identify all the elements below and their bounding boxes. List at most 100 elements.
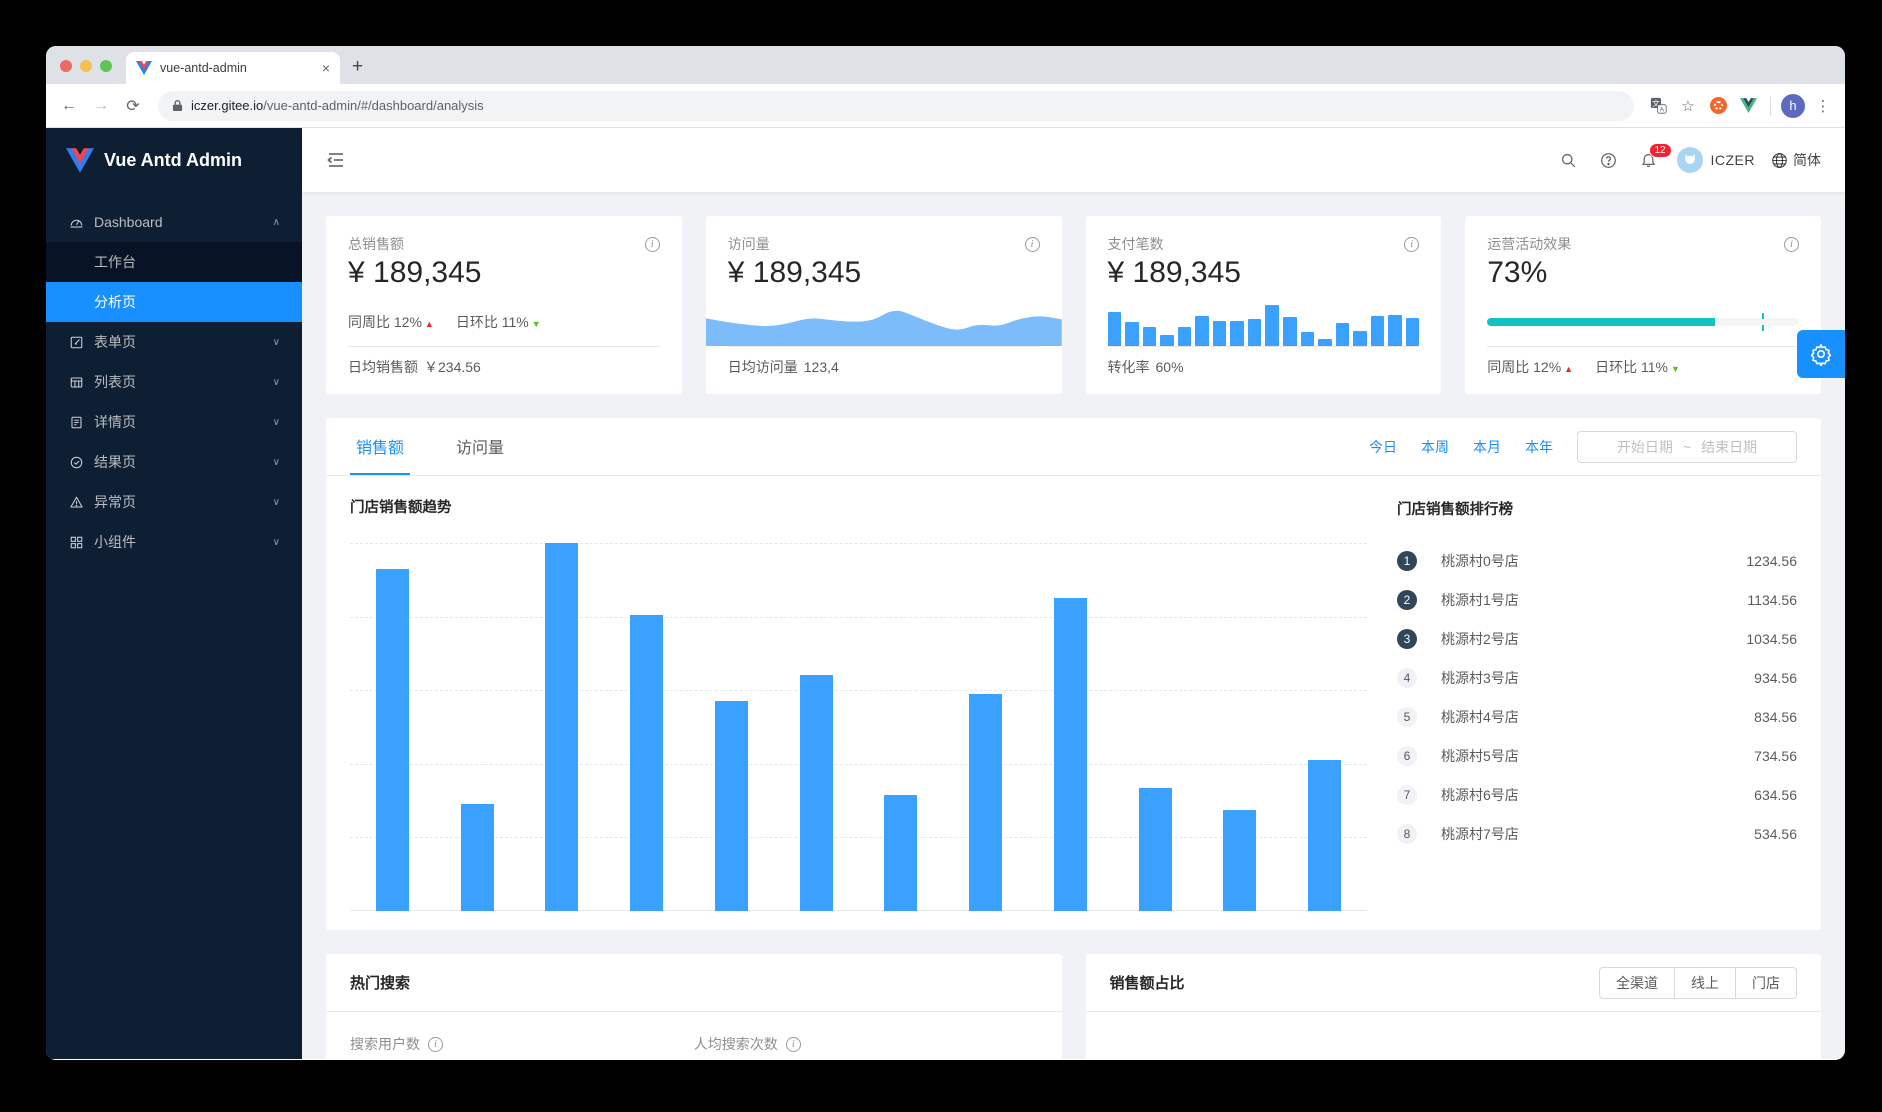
bar [714,701,748,911]
sidebar-item-表单页[interactable]: 表单页 ∨ [46,322,302,362]
url-bar[interactable]: iczer.gitee.io/vue-antd-admin/#/dashboar… [158,90,1634,121]
header-search-icon[interactable] [1549,140,1589,180]
table-icon [68,374,84,390]
store-sales-value: 934.56 [1754,669,1797,686]
info-icon[interactable]: i [1404,236,1420,252]
rank-badge: 6 [1397,745,1417,766]
info-icon[interactable]: i [644,236,660,252]
app-logo[interactable]: Vue Antd Admin [46,128,302,192]
bar [375,568,409,911]
channel-button-门店[interactable]: 门店 [1736,966,1797,999]
bookmark-star-icon[interactable]: ☆ [1681,97,1695,115]
info-icon[interactable]: i [785,1036,801,1052]
store-name: 桃源村0号店 [1441,552,1519,569]
bar [545,543,579,911]
chevron-down-icon: ∨ [272,536,280,548]
browser-tab[interactable]: vue-antd-admin × [126,52,340,84]
url-domain: iczer.gitee.io [191,97,264,113]
sidebar-item-详情页[interactable]: 详情页 ∨ [46,402,302,442]
range-link-今日[interactable]: 今日 [1369,438,1397,455]
channel-button-线上[interactable]: 线上 [1675,966,1736,999]
trend-down-icon: ▼ [531,319,541,329]
stat-footer: 转化率 60% [1107,359,1184,375]
header-bell-icon[interactable]: 12 [1629,140,1672,180]
theme-settings-button[interactable] [1797,330,1845,378]
gear-icon [1810,344,1832,366]
browser-menu-icon[interactable]: ⋮ [1815,97,1831,115]
app-header: 12 ICZER 简体 [302,128,1845,192]
sidebar-item-异常页[interactable]: 异常页 ∨ [46,482,302,522]
mini-bar [1195,316,1209,346]
sidebar-item-Dashboard[interactable]: Dashboard ∧ [46,202,302,242]
mini-bar [1230,320,1244,346]
sales-proportion-title: 销售额占比 [1109,975,1185,992]
range-link-本年[interactable]: 本年 [1525,438,1553,455]
info-icon[interactable]: i [428,1036,443,1052]
metric-search-per-user: 人均搜索次数 i 2.7 71.2▼ [694,1034,1038,1059]
channel-button-全渠道[interactable]: 全渠道 [1599,966,1675,999]
tab-访问量[interactable]: 访问量 [456,439,505,457]
store-name: 桃源村4号店 [1441,708,1519,725]
sidebar-item-label: 详情页 [94,414,136,430]
bar [460,804,494,911]
mini-bar [1125,322,1139,346]
extension-vue-devtools-icon[interactable] [1736,94,1760,118]
date-range-picker[interactable]: 开始日期 ~ 结束日期 [1577,430,1797,463]
sidebar-item-小组件[interactable]: 小组件 ∨ [46,522,302,562]
username: ICZER [1710,152,1755,168]
stat-value: ¥ 189,345 [1107,256,1241,289]
ranking-row: 6 桃源村5号店 734.56 [1397,736,1797,775]
rank-badge: 8 [1397,823,1417,844]
browser-profile-avatar[interactable]: h [1781,93,1805,118]
store-name: 桃源村3号店 [1441,669,1519,686]
menu-fold-icon[interactable] [326,150,346,170]
zoom-window-button[interactable] [100,60,112,72]
language-switcher[interactable]: 简体 [1771,150,1821,170]
channel-button-group: 全渠道 线上 门店 [1599,966,1797,999]
user-avatar [1676,147,1703,173]
back-button[interactable]: ← [61,96,77,114]
sidebar-item-结果页[interactable]: 结果页 ∨ [46,442,302,482]
minimize-window-button[interactable] [80,60,92,72]
sales-card: 销售额 访问量 今日 本周 本月 本年 开始日期 ~ 结束日期 门店销售额趋势 [326,418,1821,930]
new-tab-button[interactable]: + [352,56,364,77]
store-sales-value: 634.56 [1754,786,1797,803]
tab-close-icon[interactable]: × [321,60,330,76]
mini-bar [1177,326,1192,346]
browser-toolbar: ← → ⟳ iczer.gitee.io/vue-antd-admin/#/da… [46,84,1845,128]
forward-button[interactable]: → [93,96,109,114]
extension-ublock-icon[interactable] [1706,94,1730,118]
stat-title: 总销售额 [348,236,404,252]
chevron-down-icon: ∨ [272,496,280,508]
visits-sparkline-chart [705,300,1062,346]
svg-text:文: 文 [1652,98,1660,108]
sidebar-item-label: 表单页 [94,334,136,350]
rank-badge: 4 [1397,667,1417,688]
info-icon[interactable]: i [1024,236,1040,252]
range-link-本周[interactable]: 本周 [1421,438,1449,455]
range-link-本月[interactable]: 本月 [1473,438,1501,455]
sidebar-subitem-工作台[interactable]: 工作台 [94,254,136,270]
activity-progress [1487,313,1799,346]
apps-icon [68,534,84,550]
store-sales-value: 1134.56 [1747,591,1797,608]
user-menu[interactable]: ICZER [1676,147,1756,173]
sidebar-item-label: Dashboard [94,214,163,230]
close-window-button[interactable] [60,60,72,72]
trend-week: 同周比 12% ▲ [1487,359,1574,375]
store-sales-value: 1034.56 [1746,630,1797,647]
stat-value: ¥ 189,345 [348,256,482,289]
header-help-icon[interactable] [1589,140,1629,180]
bar [1138,787,1172,911]
rank-badge: 1 [1397,550,1417,571]
sidebar-subitem-分析页[interactable]: 分析页 [46,282,302,322]
info-icon[interactable]: i [1784,236,1799,252]
trend-day: 日环比 11% ▼ [1595,359,1680,375]
stat-card-visits: 访问量 i ¥ 189,345 日均访问量 123,4 [705,216,1062,394]
sidebar-item-列表页[interactable]: 列表页 ∨ [46,362,302,402]
tab-销售额[interactable]: 销售额 [350,418,411,475]
traffic-lights [46,60,126,84]
reload-button[interactable]: ⟳ [126,97,140,115]
mini-bar [1370,316,1385,346]
